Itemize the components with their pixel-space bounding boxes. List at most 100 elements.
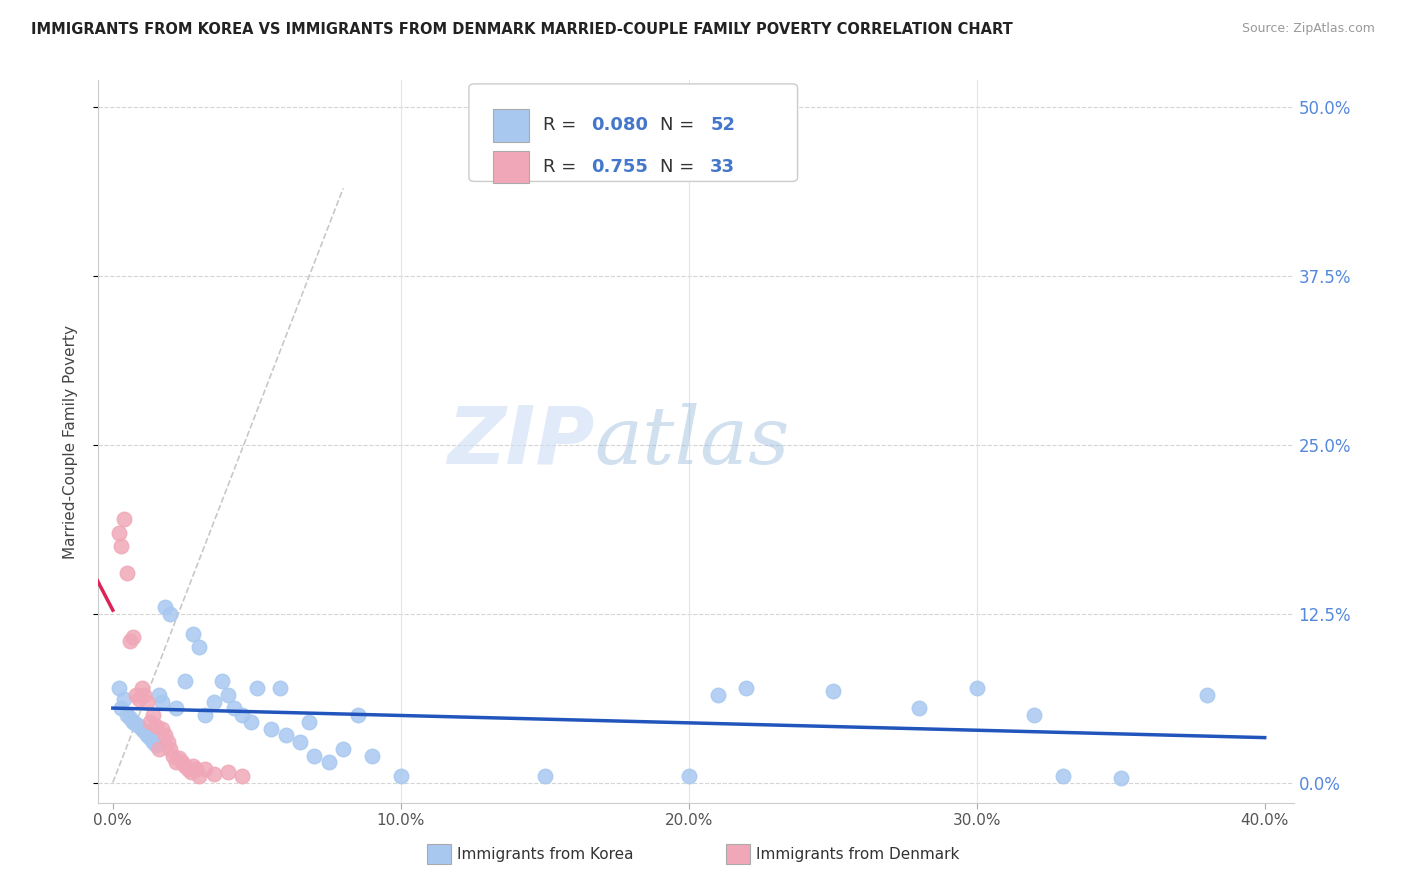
FancyBboxPatch shape — [427, 844, 451, 864]
Point — [346, 708, 368, 723]
Point — [131, 681, 153, 695]
Point — [145, 719, 167, 733]
Text: Immigrants from Korea: Immigrants from Korea — [457, 847, 634, 862]
Text: ZIP: ZIP — [447, 402, 595, 481]
Point — [332, 741, 354, 756]
Point — [1109, 772, 1132, 786]
Text: 0.080: 0.080 — [591, 117, 648, 135]
Point — [156, 735, 179, 749]
Point — [202, 767, 225, 781]
Point — [125, 688, 148, 702]
Point — [821, 683, 844, 698]
Point — [170, 756, 193, 770]
Text: N =: N = — [661, 158, 700, 176]
Point — [186, 762, 208, 776]
Point — [139, 714, 162, 729]
Text: R =: R = — [543, 158, 582, 176]
Point — [706, 688, 728, 702]
Point — [173, 674, 195, 689]
Point — [240, 714, 263, 729]
FancyBboxPatch shape — [470, 84, 797, 181]
Point — [389, 769, 412, 783]
Point — [246, 681, 269, 695]
Point — [222, 701, 245, 715]
Point — [107, 525, 129, 540]
Point — [115, 566, 138, 581]
Point — [153, 599, 176, 614]
Point — [194, 708, 217, 723]
Point — [128, 719, 150, 733]
Point — [131, 722, 153, 736]
FancyBboxPatch shape — [494, 151, 529, 183]
Point — [1024, 708, 1046, 723]
Point — [136, 728, 159, 742]
Point — [112, 512, 135, 526]
Text: 0.755: 0.755 — [591, 158, 648, 176]
Point — [231, 769, 253, 783]
Point — [165, 701, 187, 715]
Text: 52: 52 — [710, 117, 735, 135]
Point — [304, 748, 326, 763]
Point — [678, 769, 700, 783]
Point — [150, 722, 173, 736]
Point — [142, 708, 165, 723]
Point — [128, 691, 150, 706]
Point — [908, 701, 931, 715]
Text: Source: ZipAtlas.com: Source: ZipAtlas.com — [1241, 22, 1375, 36]
Point — [1197, 688, 1219, 702]
Text: R =: R = — [543, 117, 582, 135]
Point — [318, 756, 340, 770]
Text: IMMIGRANTS FROM KOREA VS IMMIGRANTS FROM DENMARK MARRIED-COUPLE FAMILY POVERTY C: IMMIGRANTS FROM KOREA VS IMMIGRANTS FROM… — [31, 22, 1012, 37]
Point — [134, 688, 156, 702]
Point — [136, 694, 159, 708]
Point — [274, 728, 297, 742]
Point — [966, 681, 988, 695]
Point — [1052, 769, 1074, 783]
Y-axis label: Married-Couple Family Poverty: Married-Couple Family Poverty — [63, 325, 77, 558]
Point — [361, 748, 384, 763]
Point — [110, 701, 132, 715]
Point — [735, 681, 758, 695]
Point — [120, 711, 142, 725]
Point — [125, 717, 148, 731]
Point — [217, 688, 239, 702]
Point — [159, 741, 181, 756]
Point — [112, 691, 135, 706]
Point — [122, 714, 145, 729]
Point — [148, 741, 170, 756]
Point — [176, 762, 198, 776]
FancyBboxPatch shape — [494, 109, 529, 142]
Point — [115, 708, 138, 723]
Text: 33: 33 — [710, 158, 735, 176]
Point — [180, 764, 202, 779]
Point — [217, 764, 239, 779]
Point — [162, 748, 184, 763]
Point — [188, 640, 211, 655]
Point — [134, 724, 156, 739]
Point — [202, 694, 225, 708]
Point — [159, 607, 181, 621]
Point — [173, 759, 195, 773]
Point — [122, 630, 145, 644]
Point — [211, 674, 233, 689]
Point — [231, 708, 253, 723]
Point — [167, 751, 190, 765]
Point — [298, 714, 321, 729]
Point — [165, 756, 187, 770]
Point — [145, 738, 167, 752]
Point — [533, 769, 555, 783]
Point — [153, 728, 176, 742]
Point — [194, 762, 217, 776]
Point — [110, 539, 132, 553]
Point — [107, 681, 129, 695]
Point — [183, 759, 205, 773]
Point — [288, 735, 311, 749]
Point — [183, 627, 205, 641]
Point — [188, 769, 211, 783]
Text: atlas: atlas — [595, 403, 790, 480]
Text: Immigrants from Denmark: Immigrants from Denmark — [756, 847, 959, 862]
Point — [148, 688, 170, 702]
Point — [260, 722, 283, 736]
Point — [269, 681, 291, 695]
Point — [142, 735, 165, 749]
